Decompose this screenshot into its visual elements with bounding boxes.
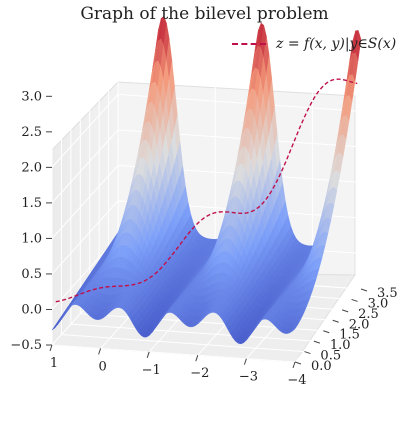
x-tick-label: 0 [98,359,106,374]
y-tick-label: 3.5 [377,286,398,301]
x-tick-label: −4 [287,373,306,388]
y-tick-label: 2.0 [349,317,370,332]
y-tick-label: 1.0 [330,338,351,353]
chart-title: Graph of the bilevel problem [80,4,329,24]
y-tick-mark [332,319,339,323]
y-tick-label: 1.5 [339,328,360,343]
x-tick-mark [146,351,150,358]
series-line-bilevel-curve [55,78,358,303]
surface [51,15,362,345]
z-tick-label: 2.0 [21,160,42,175]
gridline-z [51,22,362,97]
y-tick-mark [313,340,321,344]
legend-swatch [232,43,266,45]
z-tick-label: 1.5 [21,196,42,211]
x-tick-label: 1 [50,356,58,371]
x-tick-mark [195,355,199,362]
z-tick-label: 2.5 [21,125,42,140]
x-axis-ticks: 1 0 −1 −2 −3 −4 [49,344,307,388]
x-tick-mark [98,348,102,355]
x-tick-label: −2 [190,366,209,381]
y-tick-mark [341,309,349,313]
z-axis-ticks: −0.5 0.0 0.5 1.0 1.5 2.0 2.5 3.0 [10,89,52,353]
x-tick-mark [243,358,247,365]
x-tick-label: −1 [142,363,161,378]
y-tick-mark [351,298,358,302]
y-tick-mark [323,330,330,334]
y-tick-label: 0.0 [311,359,332,374]
y-tick-label: 2.5 [358,307,379,322]
z-tick-label: 0.5 [21,267,42,282]
legend: z = f(x, y)|y∈S(x) [232,36,396,52]
z-tick-label: 3.0 [21,89,42,104]
y-tick-mark [294,361,302,365]
z-tick-label: −0.5 [10,338,42,353]
y-tick-label: 0.5 [320,349,341,364]
z-tick-label: 1.0 [21,231,42,246]
gridline-y [60,64,305,353]
y-tick-label: 3.0 [368,296,389,311]
z-tick-label: 0.0 [21,302,42,317]
y-tick-mark [304,351,311,355]
legend-label: z = f(x, y)|y∈S(x) [276,36,397,52]
y-axis-ticks: 0.00.51.01.52.02.53.03.5 [294,286,398,374]
x-tick-label: −3 [239,370,258,385]
surface-facet [292,324,299,332]
y-tick-mark [360,288,368,292]
x-tick-mark [292,361,296,369]
x-tick-mark [49,344,53,352]
